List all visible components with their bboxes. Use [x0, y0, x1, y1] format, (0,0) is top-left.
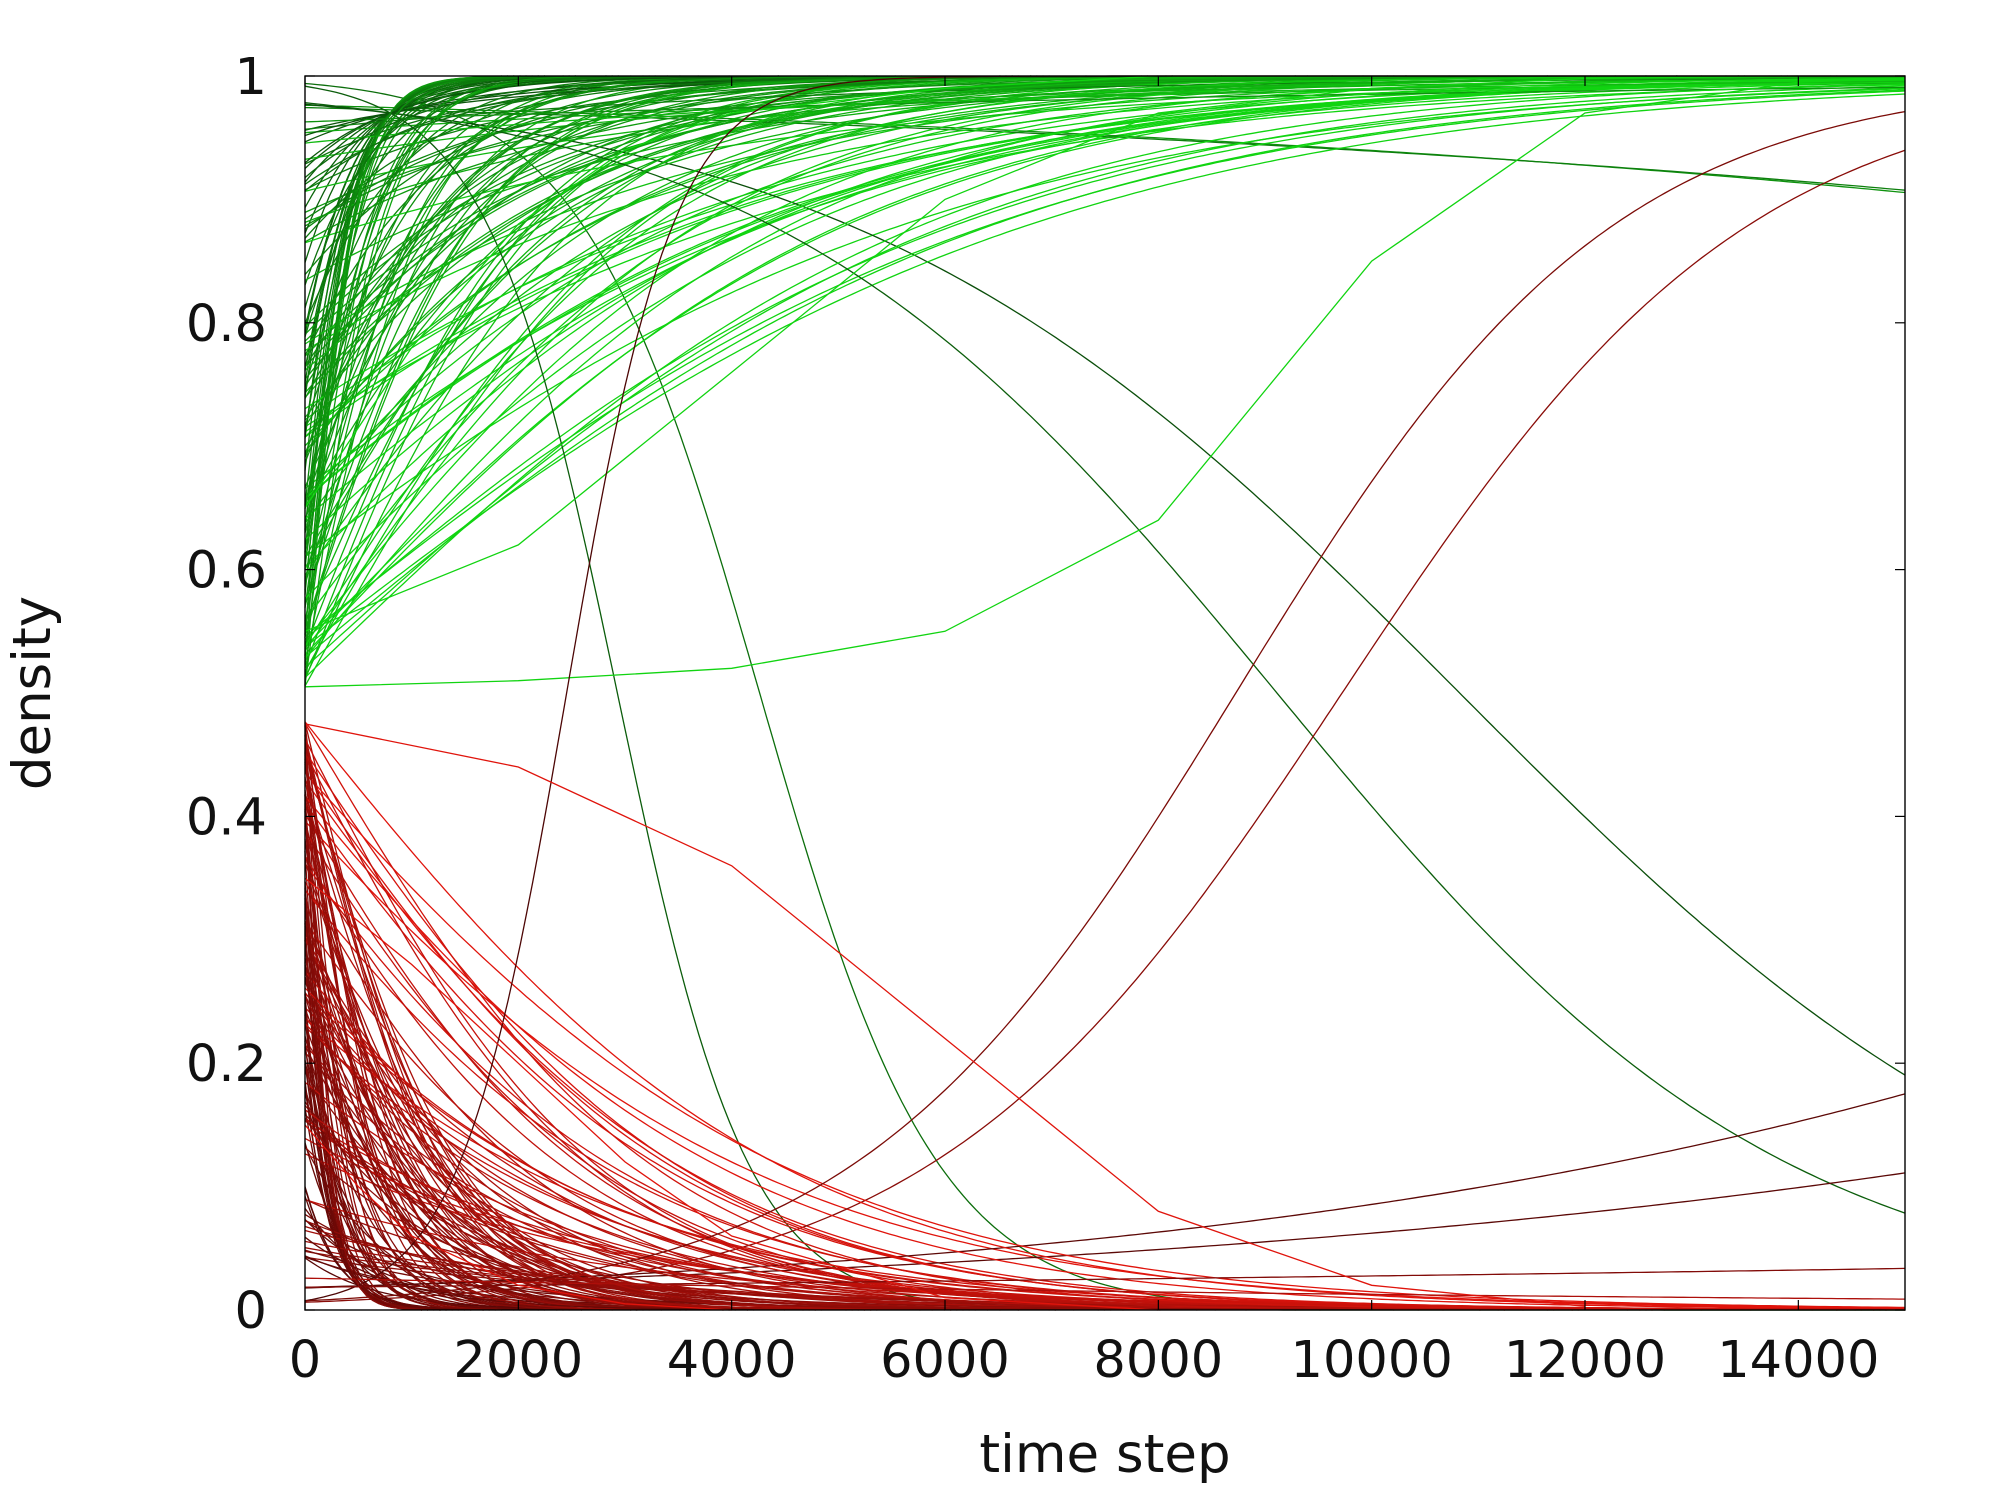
rising-density-curve: [304, 75, 527, 506]
y-tick-label: 0.4: [186, 788, 267, 847]
rising-density-curve: [304, 76, 1905, 224]
rising-density-curve: [304, 75, 1770, 647]
rising-density-curve: [304, 86, 1906, 123]
x-tick-label: 10000: [1291, 1331, 1453, 1390]
rising-density-curve: [304, 93, 1906, 648]
x-tick-label: 14000: [1717, 1331, 1879, 1390]
plot-frame: [304, 75, 1906, 1311]
x-tick-label: 8000: [1093, 1331, 1223, 1390]
axis-tick-labels: 0 2000 4000 6000 8000 10000 12000 14000 0 0.2 0.4 0…: [186, 48, 1880, 1390]
y-tick-label: 0.6: [186, 542, 267, 601]
rising-density-curve: [304, 75, 866, 458]
falling-density-curve: [304, 794, 422, 1311]
rising-density-curve: [304, 83, 1906, 679]
y-axis-label: density: [2, 596, 63, 790]
falling-density-curve: [304, 1109, 1666, 1311]
falling-density-curve: [304, 721, 1905, 1309]
y-tick-label: 0.2: [186, 1035, 267, 1094]
axis-ticks: [304, 75, 1905, 1311]
falling-density-curve: [304, 1277, 1905, 1300]
falling-density-curve: [304, 110, 1906, 1302]
falling-density-curve: [304, 820, 1906, 1309]
x-tick-label: 12000: [1504, 1331, 1666, 1390]
representative-falling-series: [304, 877, 1159, 1311]
rising-density-curve: [304, 75, 1247, 681]
falling-density-curve: [304, 772, 1905, 1309]
rising-density-curve: [304, 87, 1906, 640]
falling-density-curve: [304, 750, 958, 1311]
falling-density-curve: [304, 1087, 459, 1311]
representative-rising-series: [304, 75, 1159, 509]
rising-density-curve: [304, 77, 1906, 345]
y-tick-label: 0.8: [186, 295, 267, 354]
x-tick-label: 0: [289, 1331, 321, 1390]
x-axis-label: time step: [979, 1424, 1230, 1485]
y-tick-label: 1: [235, 48, 267, 107]
falling-density-curve: [304, 1118, 1050, 1311]
rising-curves-group: [304, 75, 1906, 1311]
rising-density-curve: [304, 75, 810, 164]
rising-density-curve: [304, 84, 1906, 428]
falling-density-curve: [304, 1219, 1395, 1311]
rising-density-curve: [304, 75, 1450, 508]
x-tick-label: 2000: [453, 1331, 583, 1390]
falling-density-curve: [304, 962, 496, 1311]
rising-density-curve: [304, 77, 1905, 659]
representative-rising-series: [304, 77, 1906, 688]
rising-density-curve: [304, 102, 1906, 1214]
x-tick-label: 4000: [667, 1331, 797, 1390]
rising-density-curve: [304, 75, 502, 659]
representative-falling-series: [304, 1124, 732, 1311]
rising-density-curve: [304, 89, 1906, 658]
y-tick-label: 0: [235, 1282, 267, 1341]
falling-density-curve: [304, 795, 1905, 1310]
rising-density-curve: [304, 85, 1906, 669]
falling-curves-group: [304, 75, 1906, 1311]
x-tick-label: 6000: [880, 1331, 1010, 1390]
rising-density-curve: [304, 80, 1906, 499]
falling-density-curve: [304, 789, 638, 1311]
rising-density-curve: [304, 81, 1906, 410]
rising-density-curve: [304, 80, 1905, 144]
representative-rising-series: [304, 75, 1799, 632]
falling-density-curve: [304, 1236, 755, 1311]
representative-falling-series: [304, 723, 1586, 1307]
